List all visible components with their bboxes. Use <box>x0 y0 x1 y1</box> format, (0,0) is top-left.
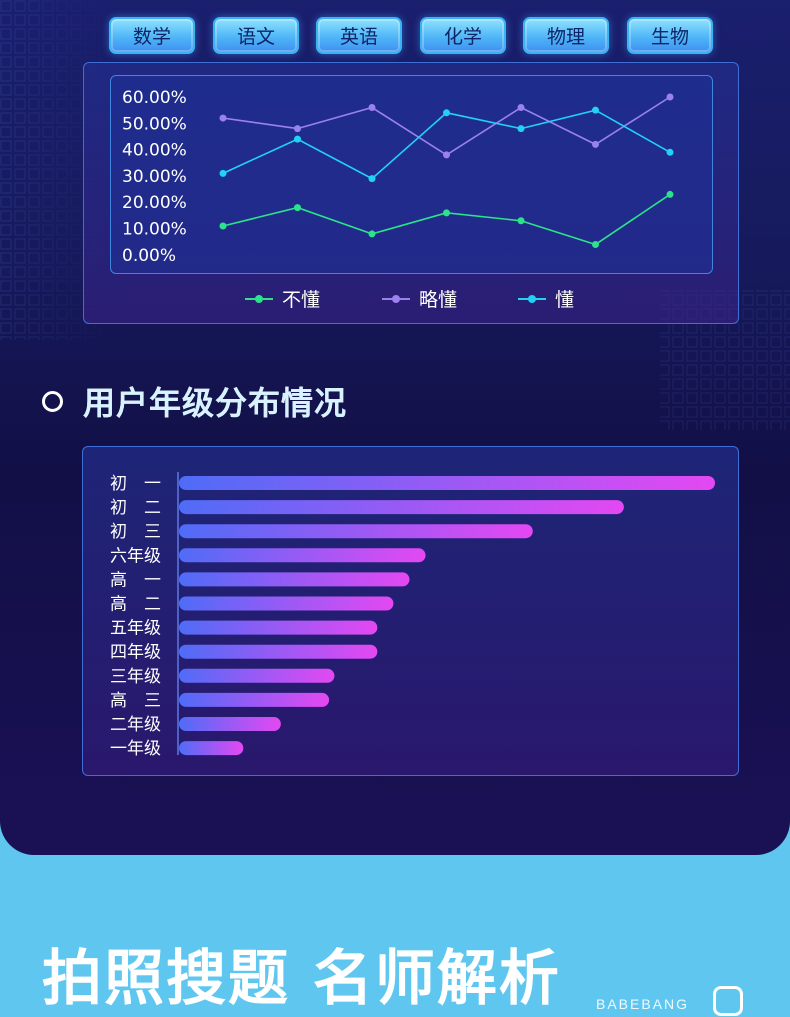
legend-marker <box>255 295 263 303</box>
bar <box>179 476 715 490</box>
data-point <box>517 125 525 133</box>
category-label: 四年级 <box>110 643 161 663</box>
category-label: 初 三 <box>110 522 161 542</box>
category-label: 高 一 <box>110 570 161 590</box>
y-tick-label: 60.00% <box>122 88 187 108</box>
data-point <box>294 204 301 212</box>
tab-physics[interactable]: 物理 <box>523 17 609 54</box>
bar <box>179 644 378 659</box>
bar <box>179 596 394 611</box>
tab-chemistry[interactable]: 化学 <box>420 17 506 54</box>
bar <box>179 741 244 756</box>
brand-logo-icon <box>713 986 743 1016</box>
y-tick-label: 20.00% <box>122 193 187 213</box>
data-point <box>219 114 227 122</box>
y-tick-label: 30.00% <box>122 167 187 187</box>
line-chart: 60.00% 50.00% 40.00% 30.00% 20.00% 10.00% 0.00… <box>122 88 674 311</box>
data-point <box>443 109 450 117</box>
tab-english[interactable]: 英语 <box>316 17 402 54</box>
tab-math[interactable]: 数学 <box>109 17 195 54</box>
section-title: 用户年级分布情况 <box>83 378 347 424</box>
y-tick-label: 10.00% <box>122 220 187 240</box>
data-point <box>443 151 450 159</box>
category-label: 三年级 <box>110 667 161 687</box>
line-chart-plot-area <box>110 75 713 274</box>
bar <box>179 524 533 539</box>
y-tick-label: 40.00% <box>122 141 187 161</box>
data-point <box>294 125 301 133</box>
category-label: 一年级 <box>110 739 161 759</box>
data-point <box>219 222 227 230</box>
bar <box>179 692 330 707</box>
y-tick-label: 50.00% <box>122 114 187 134</box>
legend-marker <box>528 295 536 303</box>
legend-label: 不懂 <box>282 289 320 311</box>
banner-headline: 拍照搜题 名师解析 <box>42 944 561 1014</box>
data-point <box>666 93 674 101</box>
data-point <box>368 104 376 112</box>
category-label: 六年级 <box>110 546 161 566</box>
category-label: 高 二 <box>110 595 161 615</box>
data-point <box>219 169 227 177</box>
data-point <box>592 106 599 114</box>
category-label: 二年级 <box>110 715 161 735</box>
category-label: 初 二 <box>110 498 161 518</box>
bar <box>179 717 281 731</box>
ring-bullet-icon <box>42 390 63 412</box>
tab-biology[interactable]: 生物 <box>627 17 713 54</box>
section-header: 用户年级分布情况 <box>42 377 347 425</box>
legend-label: 懂 <box>555 289 574 311</box>
category-label: 高 三 <box>110 691 161 711</box>
bar <box>179 572 410 587</box>
data-point <box>592 240 599 248</box>
data-point <box>368 175 376 183</box>
category-label: 初 一 <box>110 474 161 494</box>
data-point <box>666 148 674 156</box>
data-point <box>592 140 599 148</box>
bar <box>179 500 624 515</box>
bar <box>179 620 378 635</box>
y-tick-label: 0.00% <box>122 246 176 266</box>
bar <box>179 548 426 563</box>
data-point <box>294 135 301 143</box>
legend-marker <box>392 295 400 303</box>
data-point <box>368 230 376 238</box>
legend-label: 略懂 <box>419 289 457 311</box>
data-point <box>517 104 525 112</box>
subject-tabs: 数学 语文 英语 化学 物理 生物 <box>109 17 715 58</box>
brand-text: BABEBANG <box>596 996 690 1012</box>
bar <box>179 668 335 683</box>
data-point <box>517 217 525 225</box>
category-label: 五年级 <box>110 619 161 639</box>
data-point <box>443 209 450 217</box>
tab-chinese[interactable]: 语文 <box>213 17 299 54</box>
data-point <box>666 190 674 198</box>
